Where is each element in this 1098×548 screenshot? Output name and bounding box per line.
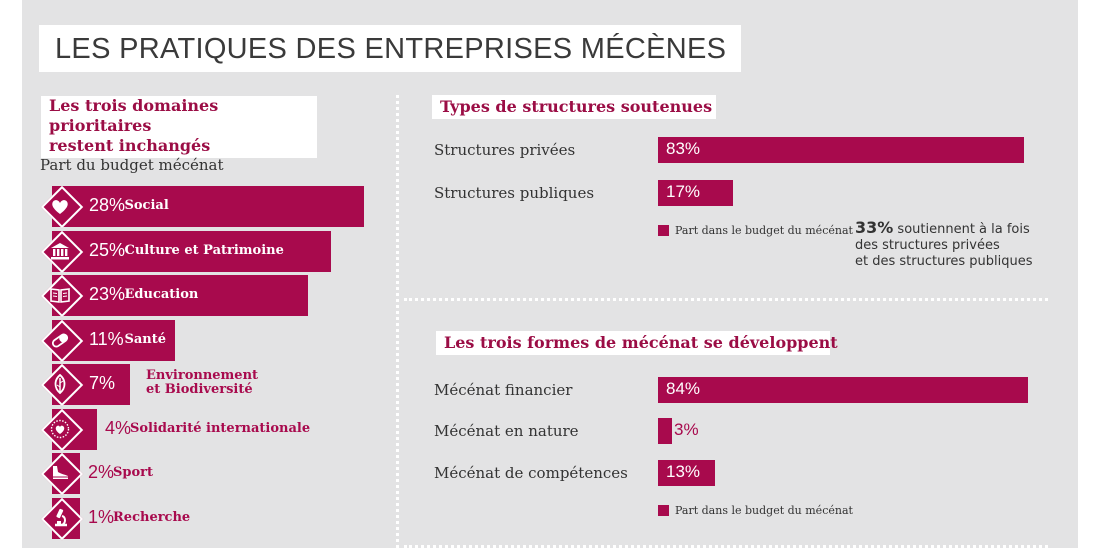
domain-value: 2% bbox=[88, 462, 115, 482]
domain-bar bbox=[52, 231, 331, 272]
pill-icon bbox=[48, 328, 72, 352]
form-value: 3% bbox=[674, 420, 699, 439]
domain-value: 11% bbox=[89, 329, 124, 349]
form-bar bbox=[658, 377, 1028, 403]
vertical-divider bbox=[396, 95, 399, 548]
heart-icon bbox=[48, 194, 72, 218]
structures-heading: Types de structures soutenues bbox=[432, 95, 716, 119]
domain-bar bbox=[52, 186, 364, 227]
form-label: Mécénat financier bbox=[434, 381, 573, 399]
domain-label: Environnement et Biodiversité bbox=[146, 369, 258, 397]
shoe-icon bbox=[48, 461, 72, 485]
background-panel bbox=[22, 0, 1078, 548]
page-title: LES PRATIQUES DES ENTREPRISES MÉCÈNES bbox=[55, 33, 727, 65]
structures-legend-label: Part dans le budget du mécénat bbox=[675, 224, 853, 237]
form-bar bbox=[658, 418, 672, 444]
domains-heading: Les trois domaines prioritaires restent … bbox=[41, 96, 317, 158]
domains-subtitle: Part du budget mécénat bbox=[40, 156, 224, 174]
domains-heading-line1: Les trois domaines prioritaires bbox=[49, 96, 219, 135]
structures-note-line1: soutiennent à la fois bbox=[893, 222, 1030, 237]
domain-label-line: et Biodiversité bbox=[146, 382, 253, 397]
structure-bar bbox=[658, 137, 1024, 163]
leaf-icon bbox=[48, 372, 72, 396]
structures-note-line2: des structures privées bbox=[855, 238, 1000, 253]
bottom-divider bbox=[404, 545, 1048, 548]
domain-label-line: Environnement bbox=[146, 368, 259, 383]
domain-label: Culture et Patrimoine bbox=[124, 243, 284, 258]
domain-value: 25% bbox=[89, 240, 126, 260]
form-label: Mécénat en nature bbox=[434, 422, 579, 440]
structure-label: Structures publiques bbox=[434, 184, 595, 202]
structure-value: 83% bbox=[666, 139, 701, 158]
domain-label: Sport bbox=[113, 465, 154, 480]
structures-legend-swatch bbox=[658, 225, 669, 236]
domain-label: Recherche bbox=[113, 510, 191, 525]
forms-heading: Les trois formes de mécénat se développe… bbox=[436, 331, 838, 355]
form-label: Mécénat de compétences bbox=[434, 464, 628, 482]
domain-label: Solidarité internationale bbox=[130, 421, 311, 436]
book-icon bbox=[48, 283, 72, 307]
domain-label: Education bbox=[124, 287, 199, 302]
domain-value: 1% bbox=[88, 507, 115, 527]
domain-value: 7% bbox=[89, 373, 116, 393]
domain-value: 23% bbox=[89, 284, 126, 304]
structures-note-pct: 33% bbox=[855, 218, 894, 237]
form-value: 84% bbox=[666, 379, 701, 398]
domain-value: 4% bbox=[105, 418, 132, 438]
title-box: LES PRATIQUES DES ENTREPRISES MÉCÈNES bbox=[39, 25, 741, 72]
horizontal-divider bbox=[404, 298, 1048, 301]
domain-bar bbox=[52, 275, 308, 316]
globe-heart-icon bbox=[48, 417, 72, 441]
domain-label: Santé bbox=[124, 332, 167, 347]
structure-bar bbox=[658, 180, 733, 206]
domain-value: 28% bbox=[89, 195, 126, 215]
form-value: 13% bbox=[666, 462, 701, 481]
forms-legend-swatch bbox=[658, 505, 669, 516]
domains-heading-line2: restent inchangés bbox=[49, 136, 211, 155]
domain-label: Social bbox=[124, 198, 169, 213]
museum-icon bbox=[48, 239, 72, 263]
structure-value: 17% bbox=[666, 182, 701, 201]
structure-label: Structures privées bbox=[434, 141, 576, 159]
microscope-icon bbox=[48, 506, 72, 530]
forms-legend-label: Part dans le budget du mécénat bbox=[675, 504, 853, 517]
form-bar bbox=[658, 460, 715, 486]
structures-note-line3: et des structures publiques bbox=[855, 254, 1033, 269]
structures-note: 33% soutiennent à la fois des structures… bbox=[855, 220, 1033, 270]
